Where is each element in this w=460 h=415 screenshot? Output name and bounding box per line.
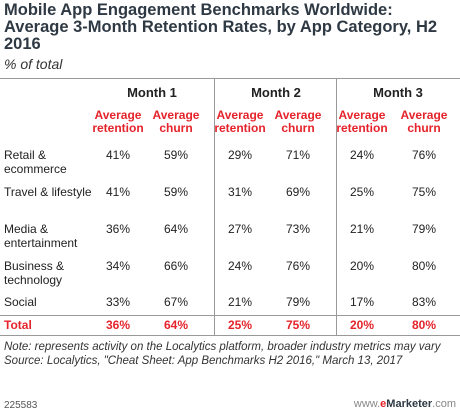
chart-title: Mobile App Engagement Benchmarks Worldwi… <box>4 1 438 53</box>
total-cell: 20% <box>349 318 375 332</box>
column-header: Average churn <box>152 108 200 135</box>
table-cell: 76% <box>285 259 311 273</box>
category-label: Media & entertainment <box>4 222 78 250</box>
table-cell: 83% <box>411 295 437 309</box>
table-cell: 66% <box>163 259 189 273</box>
table-cell: 21% <box>227 295 253 309</box>
column-header: Average retention <box>92 108 144 135</box>
chart-id: 225583 <box>4 400 38 411</box>
table-cell: 34% <box>105 259 131 273</box>
table-cell: 73% <box>285 222 311 236</box>
category-label: Travel & lifestyle <box>4 185 92 199</box>
table-cell: 69% <box>285 185 311 199</box>
table-cell: 64% <box>163 222 189 236</box>
source-text: Source: Localytics, "Cheat Sheet: App Be… <box>4 355 403 367</box>
total-cell: 25% <box>227 318 253 332</box>
table-cell: 20% <box>349 259 375 273</box>
column-divider <box>214 78 215 335</box>
month-header: Month 1 <box>127 85 177 100</box>
table-cell: 31% <box>227 185 253 199</box>
table-cell: 71% <box>285 148 311 162</box>
table-cell: 67% <box>163 295 189 309</box>
emarketer-logo: www.eMarketer.com <box>353 398 456 410</box>
table-cell: 79% <box>285 295 311 309</box>
table-cell: 36% <box>105 222 131 236</box>
chart-subtitle: % of total <box>4 56 63 72</box>
divider <box>0 78 460 79</box>
table-cell: 59% <box>163 185 189 199</box>
table-cell: 59% <box>163 148 189 162</box>
column-header: Average churn <box>400 108 448 135</box>
table-cell: 76% <box>411 148 437 162</box>
table-cell: 79% <box>411 222 437 236</box>
total-label: Total <box>4 318 32 332</box>
total-cell: 80% <box>411 318 437 332</box>
divider <box>0 335 460 336</box>
table-cell: 41% <box>105 185 131 199</box>
table-cell: 41% <box>105 148 131 162</box>
table-cell: 24% <box>349 148 375 162</box>
total-cell: 64% <box>163 318 189 332</box>
column-header: Average retention <box>336 108 388 135</box>
category-label: Retail & ecommerce <box>4 148 67 176</box>
note-text: Note: represents activity on the Localyt… <box>4 341 441 353</box>
table-cell: 17% <box>349 295 375 309</box>
total-cell: 36% <box>105 318 131 332</box>
column-header: Average churn <box>274 108 322 135</box>
table-cell: 27% <box>227 222 253 236</box>
column-header: Average retention <box>214 108 266 135</box>
total-cell: 75% <box>285 318 311 332</box>
table-cell: 80% <box>411 259 437 273</box>
table-cell: 21% <box>349 222 375 236</box>
table-cell: 24% <box>227 259 253 273</box>
footnote: Note: represents activity on the Localyt… <box>4 340 456 368</box>
month-header: Month 2 <box>251 85 301 100</box>
column-divider <box>336 78 337 335</box>
month-header: Month 3 <box>373 85 423 100</box>
table-cell: 29% <box>227 148 253 162</box>
table-cell: 33% <box>105 295 131 309</box>
category-label: Business & technology <box>4 259 65 287</box>
table-cell: 25% <box>349 185 375 199</box>
category-label: Social <box>4 295 37 309</box>
table-cell: 75% <box>411 185 437 199</box>
divider <box>0 315 460 316</box>
